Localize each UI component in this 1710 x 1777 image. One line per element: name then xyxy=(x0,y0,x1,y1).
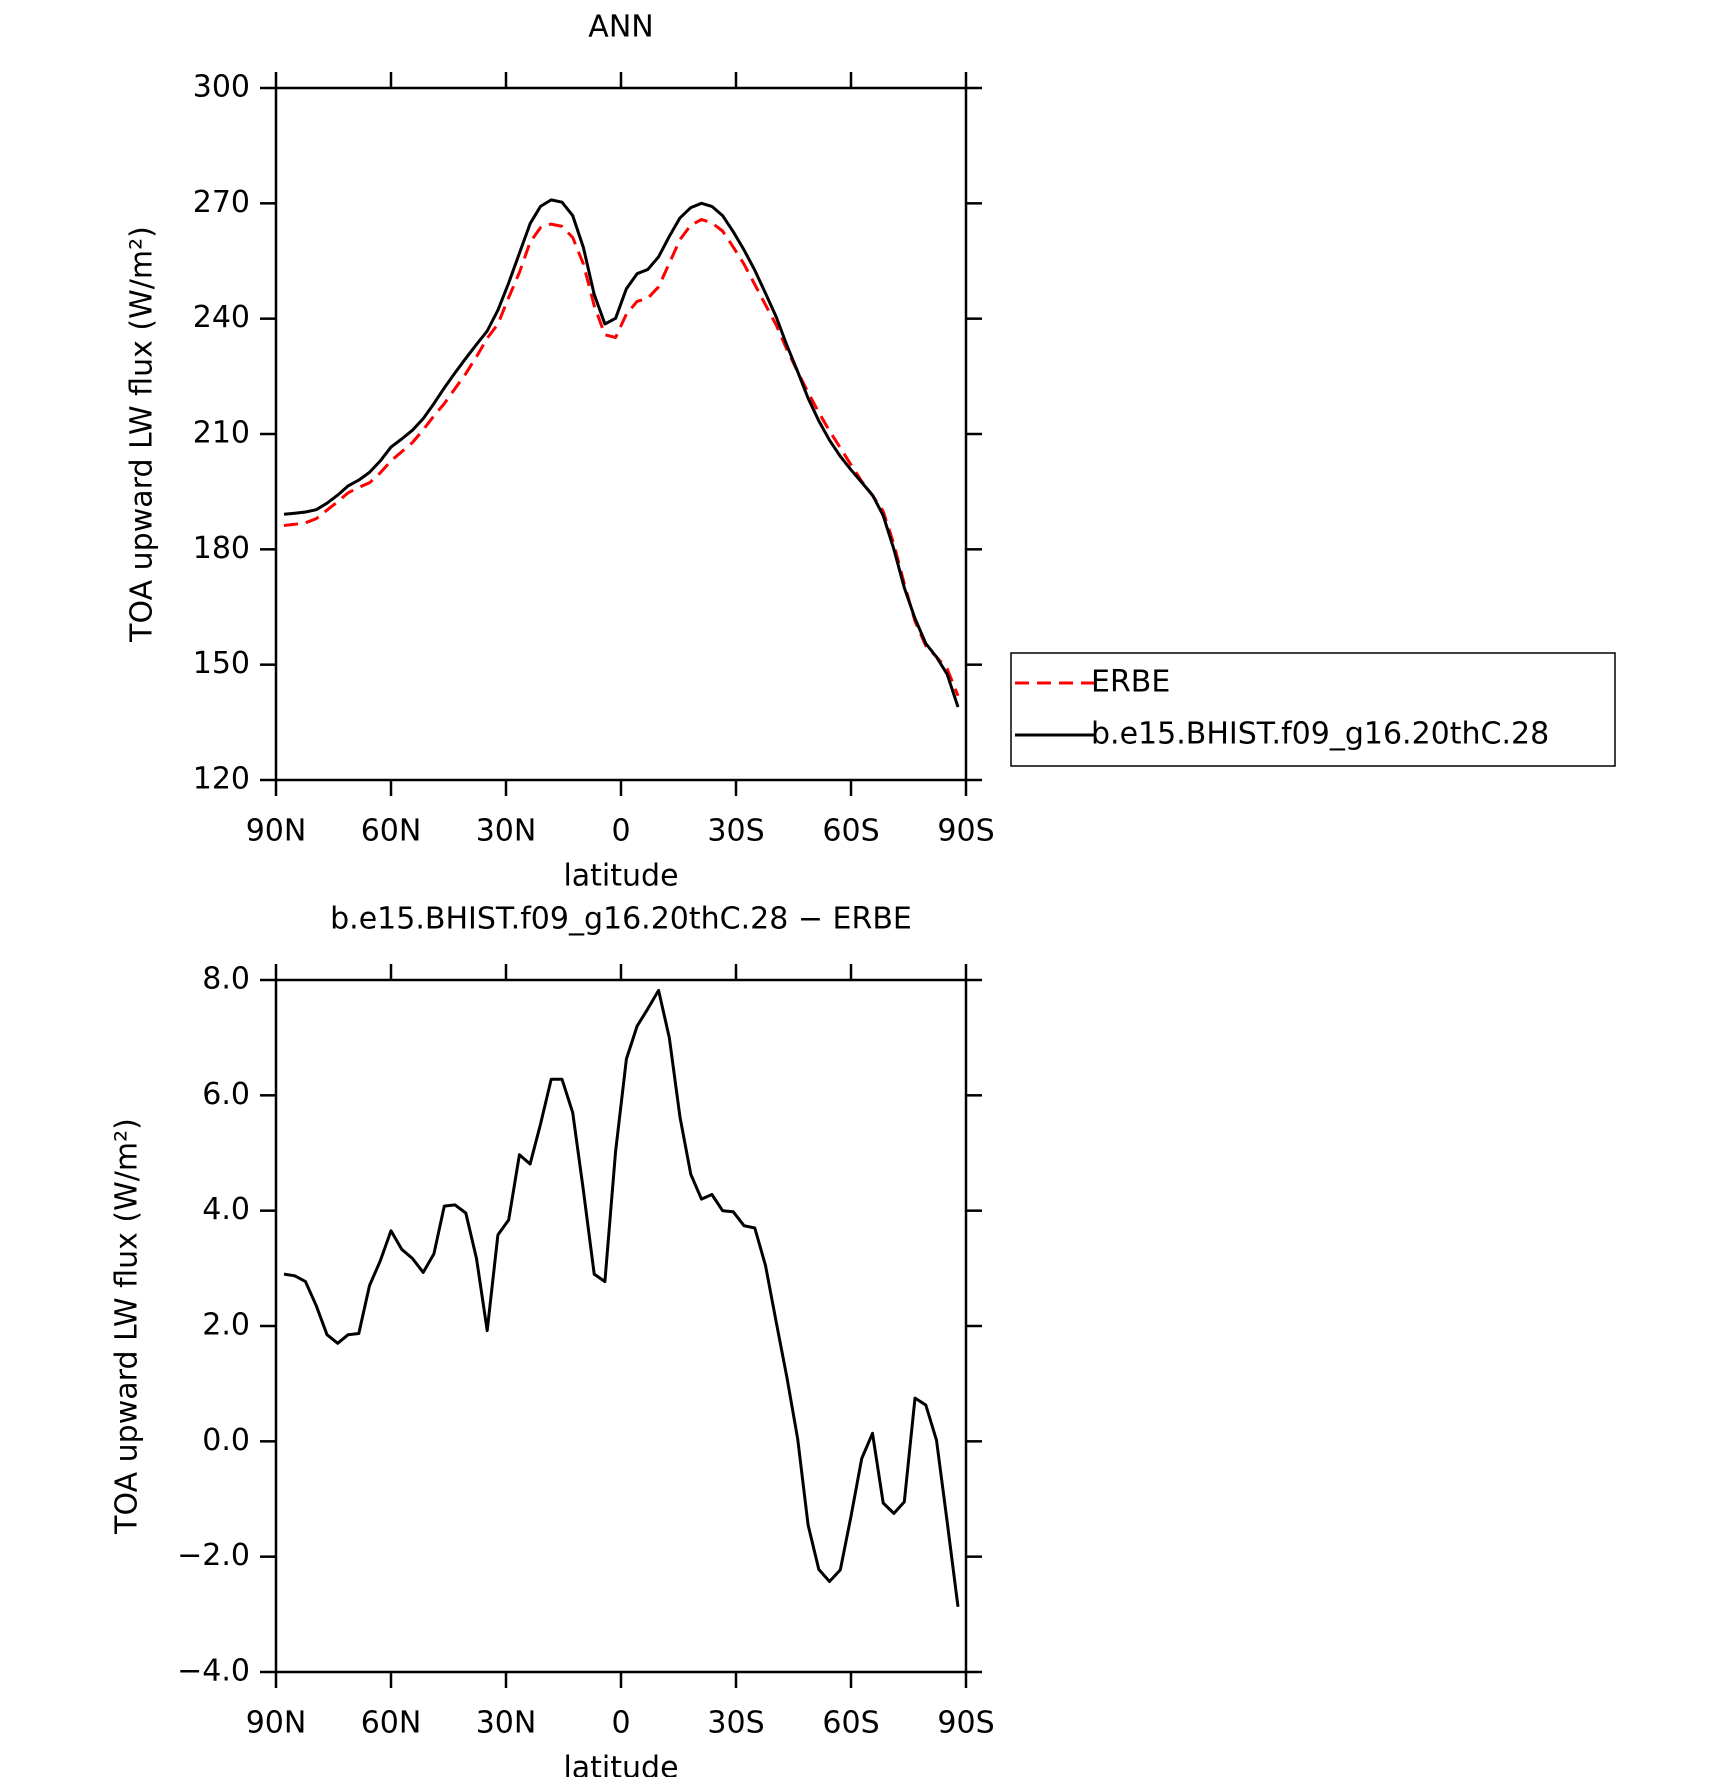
y-tick-label: 2.0 xyxy=(202,1308,250,1343)
x-tick-label: 90S xyxy=(937,814,994,849)
x-tick-label: 30S xyxy=(707,1706,764,1741)
y-tick-label: 120 xyxy=(193,762,250,797)
y-tick-label: 8.0 xyxy=(202,962,250,997)
x-tick-label: 60S xyxy=(822,1706,879,1741)
chart-title: ANN xyxy=(588,10,653,45)
y-tick-label: 210 xyxy=(193,416,250,451)
x-tick-label: 60N xyxy=(361,814,422,849)
x-axis-label: latitude xyxy=(563,859,678,894)
y-tick-label: −2.0 xyxy=(177,1538,250,1573)
plot-frame xyxy=(274,86,968,782)
x-tick-label: 60N xyxy=(361,1706,422,1741)
data-line xyxy=(283,218,960,697)
y-tick-label: −4.0 xyxy=(177,1654,250,1689)
x-tick-label: 90N xyxy=(246,1706,307,1741)
legend-box xyxy=(1010,652,1616,767)
x-tick-label: 0 xyxy=(611,1706,630,1741)
y-tick-label: 0.0 xyxy=(202,1423,250,1458)
y-tick-label: 180 xyxy=(193,531,250,566)
y-tick-label: 270 xyxy=(193,185,250,220)
y-tick-label: 6.0 xyxy=(202,1077,250,1112)
x-tick-label: 0 xyxy=(611,814,630,849)
y-tick-label: 4.0 xyxy=(202,1192,250,1227)
x-tick-label: 90N xyxy=(246,814,307,849)
x-axis-label: latitude xyxy=(563,1751,678,1777)
y-tick-label: 150 xyxy=(193,646,250,681)
y-tick-label: 240 xyxy=(193,300,250,335)
x-tick-label: 30N xyxy=(476,814,537,849)
legend-label: b.e15.BHIST.f09_g16.20thC.28 xyxy=(1091,717,1549,752)
y-axis-label: TOA upward LW flux (W/m²) xyxy=(110,1118,145,1535)
y-axis-label: TOA upward LW flux (W/m²) xyxy=(125,226,160,643)
x-tick-label: 30S xyxy=(707,814,764,849)
x-tick-label: 30N xyxy=(476,1706,537,1741)
data-line xyxy=(283,198,960,708)
data-line xyxy=(283,988,960,1607)
x-tick-label: 90S xyxy=(937,1706,994,1741)
chart-title: b.e15.BHIST.f09_g16.20thC.28 − ERBE xyxy=(330,902,912,937)
legend-label: ERBE xyxy=(1091,665,1170,700)
x-tick-label: 60S xyxy=(822,814,879,849)
plot-frame xyxy=(274,978,968,1674)
y-tick-label: 300 xyxy=(193,70,250,105)
